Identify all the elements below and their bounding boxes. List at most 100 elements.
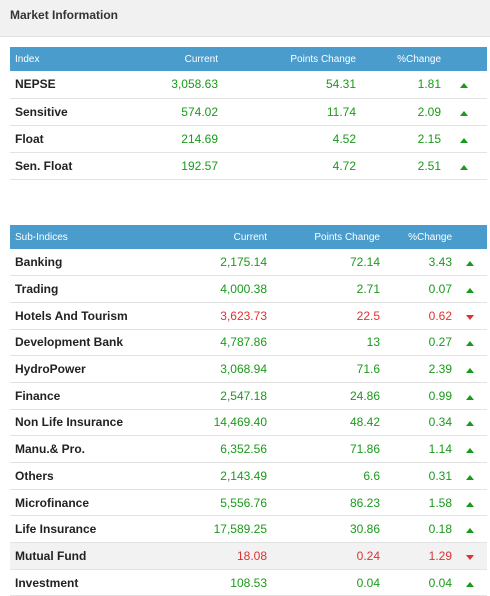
row-pct-change: 0.34 bbox=[380, 409, 452, 437]
row-current: 3,623.73 bbox=[170, 302, 267, 330]
column-header-points-change[interactable]: Points Change bbox=[314, 231, 380, 243]
table-row[interactable]: Banking 2,175.14 72.14 3.43 bbox=[10, 249, 487, 277]
row-points-change: 71.86 bbox=[267, 435, 380, 463]
triangle-up-icon bbox=[465, 474, 474, 480]
trend-cell bbox=[452, 489, 487, 517]
row-pct-change: 0.27 bbox=[380, 329, 452, 357]
triangle-down-icon bbox=[465, 554, 474, 560]
row-current: 192.57 bbox=[120, 152, 218, 180]
table-row[interactable]: Manu.& Pro. 6,352.56 71.86 1.14 bbox=[10, 435, 487, 463]
row-points-change: 13 bbox=[267, 329, 380, 357]
row-current: 4,787.86 bbox=[170, 329, 267, 357]
row-pct-change: 1.14 bbox=[380, 435, 452, 463]
row-name: Development Bank bbox=[10, 329, 170, 357]
trend-cell bbox=[441, 152, 487, 180]
trend-cell bbox=[452, 435, 487, 463]
table-row[interactable]: Investment 108.53 0.04 0.04 bbox=[10, 569, 487, 596]
row-points-change: 86.23 bbox=[267, 489, 380, 517]
row-name: Sensitive bbox=[10, 98, 120, 126]
row-points-change: 6.6 bbox=[267, 462, 380, 490]
column-header-points-change[interactable]: Points Change bbox=[290, 53, 356, 65]
table-row[interactable]: Sensitive 574.02 11.74 2.09 bbox=[10, 98, 487, 126]
row-pct-change: 0.07 bbox=[380, 275, 452, 303]
row-name: Banking bbox=[10, 249, 170, 277]
page-title: Market Information bbox=[10, 8, 119, 22]
triangle-up-icon bbox=[460, 164, 468, 170]
row-name: Hotels And Tourism bbox=[10, 302, 170, 330]
row-pct-change: 1.29 bbox=[380, 542, 452, 570]
table-row[interactable]: Development Bank 4,787.86 13 0.27 bbox=[10, 329, 487, 357]
row-pct-change: 1.58 bbox=[380, 489, 452, 517]
row-name: Sen. Float bbox=[10, 152, 120, 180]
trend-cell bbox=[452, 275, 487, 303]
table-row[interactable]: Microfinance 5,556.76 86.23 1.58 bbox=[10, 489, 487, 517]
column-header-arrow bbox=[441, 47, 487, 71]
table-row[interactable]: Finance 2,547.18 24.86 0.99 bbox=[10, 382, 487, 410]
row-name: Investment bbox=[10, 569, 170, 596]
row-pct-change: 2.51 bbox=[356, 152, 441, 180]
triangle-up-icon bbox=[460, 83, 468, 89]
row-pct-change: 3.43 bbox=[380, 249, 452, 277]
triangle-up-icon bbox=[465, 448, 474, 454]
column-header-current[interactable]: Current bbox=[233, 231, 267, 243]
table-row[interactable]: Trading 4,000.38 2.71 0.07 bbox=[10, 275, 487, 303]
table-row[interactable]: Non Life Insurance 14,469.40 48.42 0.34 bbox=[10, 409, 487, 437]
row-name: NEPSE bbox=[10, 71, 120, 99]
top-bar: Market Information bbox=[0, 0, 490, 37]
table-row[interactable]: Float 214.69 4.52 2.15 bbox=[10, 125, 487, 153]
trend-cell bbox=[441, 125, 487, 153]
table-row[interactable]: Sen. Float 192.57 4.72 2.51 bbox=[10, 152, 487, 180]
trend-cell bbox=[441, 98, 487, 126]
trend-cell bbox=[452, 462, 487, 490]
triangle-up-icon bbox=[460, 137, 468, 143]
row-name: Mutual Fund bbox=[10, 542, 170, 570]
table-row[interactable]: NEPSE 3,058.63 54.31 1.81 bbox=[10, 71, 487, 99]
row-name: Finance bbox=[10, 382, 170, 410]
sub-indices-table-header: Sub-Indices Current Points Change %Chang… bbox=[10, 225, 487, 249]
row-name: Microfinance bbox=[10, 489, 170, 517]
row-pct-change: 2.15 bbox=[356, 125, 441, 153]
row-points-change: 30.86 bbox=[267, 515, 380, 544]
trend-cell bbox=[452, 542, 487, 570]
row-current: 3,058.63 bbox=[120, 71, 218, 99]
column-header-sub-indices[interactable]: Sub-Indices bbox=[15, 231, 68, 243]
column-header-pct-change[interactable]: %Change bbox=[397, 53, 441, 65]
trend-cell bbox=[452, 249, 487, 277]
row-current: 214.69 bbox=[120, 125, 218, 153]
row-current: 2,547.18 bbox=[170, 382, 267, 410]
trend-cell bbox=[441, 71, 487, 99]
row-points-change: 0.24 bbox=[267, 542, 380, 570]
trend-cell bbox=[452, 329, 487, 357]
table-row[interactable]: Others 2,143.49 6.6 0.31 bbox=[10, 462, 487, 490]
row-pct-change: 1.81 bbox=[356, 71, 441, 99]
triangle-up-icon bbox=[460, 110, 468, 116]
row-current: 108.53 bbox=[170, 569, 267, 596]
row-pct-change: 2.39 bbox=[380, 355, 452, 383]
triangle-up-icon bbox=[465, 394, 474, 400]
table-row[interactable]: HydroPower 3,068.94 71.6 2.39 bbox=[10, 355, 487, 383]
row-current: 14,469.40 bbox=[170, 409, 267, 437]
column-header-pct-change[interactable]: %Change bbox=[408, 231, 452, 243]
row-pct-change: 2.09 bbox=[356, 98, 441, 126]
row-points-change: 0.04 bbox=[267, 569, 380, 596]
row-current: 4,000.38 bbox=[170, 275, 267, 303]
table-row[interactable]: Life Insurance 17,589.25 30.86 0.18 bbox=[10, 515, 487, 544]
index-table-header: Index Current Points Change %Change bbox=[10, 47, 487, 71]
column-header-current[interactable]: Current bbox=[184, 53, 218, 65]
triangle-up-icon bbox=[465, 341, 474, 347]
row-name: Manu.& Pro. bbox=[10, 435, 170, 463]
row-current: 17,589.25 bbox=[170, 515, 267, 544]
triangle-up-icon bbox=[465, 581, 474, 587]
row-current: 2,143.49 bbox=[170, 462, 267, 490]
row-current: 6,352.56 bbox=[170, 435, 267, 463]
table-row[interactable]: Mutual Fund 18.08 0.24 1.29 bbox=[10, 542, 487, 570]
column-header-index[interactable]: Index bbox=[15, 53, 40, 65]
column-header-arrow bbox=[452, 225, 487, 249]
table-row[interactable]: Hotels And Tourism 3,623.73 22.5 0.62 bbox=[10, 302, 487, 330]
sub-indices-table: Sub-Indices Current Points Change %Chang… bbox=[10, 225, 487, 596]
row-points-change: 2.71 bbox=[267, 275, 380, 303]
triangle-up-icon bbox=[465, 288, 474, 294]
row-points-change: 4.72 bbox=[218, 152, 356, 180]
row-name: Non Life Insurance bbox=[10, 409, 170, 437]
row-current: 574.02 bbox=[120, 98, 218, 126]
